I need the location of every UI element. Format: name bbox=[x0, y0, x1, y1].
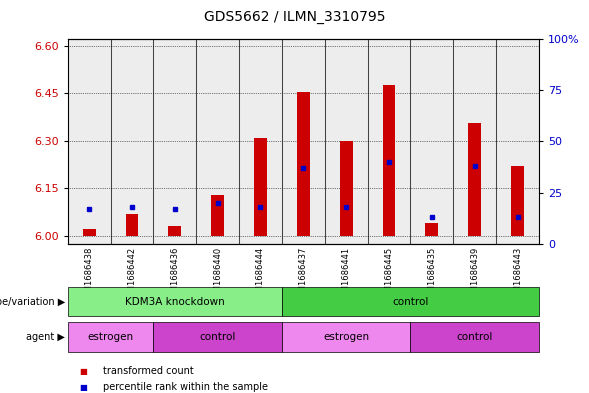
Bar bbox=[340, 141, 353, 236]
Text: transformed count: transformed count bbox=[103, 366, 194, 376]
Bar bbox=[153, 39, 196, 244]
Bar bbox=[125, 213, 138, 236]
Bar bbox=[383, 85, 395, 236]
Bar bbox=[254, 138, 267, 236]
Text: estrogen: estrogen bbox=[323, 332, 369, 342]
Bar bbox=[454, 39, 496, 244]
Bar bbox=[496, 39, 539, 244]
Text: control: control bbox=[200, 332, 236, 342]
Text: estrogen: estrogen bbox=[88, 332, 134, 342]
Text: ■: ■ bbox=[80, 383, 87, 391]
Bar bbox=[368, 39, 411, 244]
Text: GDS5662 / ILMN_3310795: GDS5662 / ILMN_3310795 bbox=[204, 10, 385, 24]
Text: percentile rank within the sample: percentile rank within the sample bbox=[103, 382, 268, 392]
Text: control: control bbox=[392, 297, 429, 307]
Bar bbox=[196, 39, 239, 244]
Bar bbox=[239, 39, 282, 244]
Text: agent ▶: agent ▶ bbox=[26, 332, 65, 342]
Text: ■: ■ bbox=[80, 367, 87, 376]
Bar bbox=[282, 39, 325, 244]
Bar bbox=[411, 39, 454, 244]
Text: control: control bbox=[456, 332, 493, 342]
Bar bbox=[82, 230, 95, 236]
Bar bbox=[168, 226, 181, 236]
Text: genotype/variation ▶: genotype/variation ▶ bbox=[0, 297, 65, 307]
Text: KDM3A knockdown: KDM3A knockdown bbox=[125, 297, 224, 307]
Bar bbox=[511, 166, 524, 236]
Bar bbox=[425, 223, 438, 236]
Bar bbox=[468, 123, 481, 236]
Bar bbox=[211, 195, 224, 236]
Bar bbox=[325, 39, 368, 244]
Bar bbox=[297, 92, 310, 236]
Bar bbox=[111, 39, 153, 244]
Bar bbox=[68, 39, 111, 244]
